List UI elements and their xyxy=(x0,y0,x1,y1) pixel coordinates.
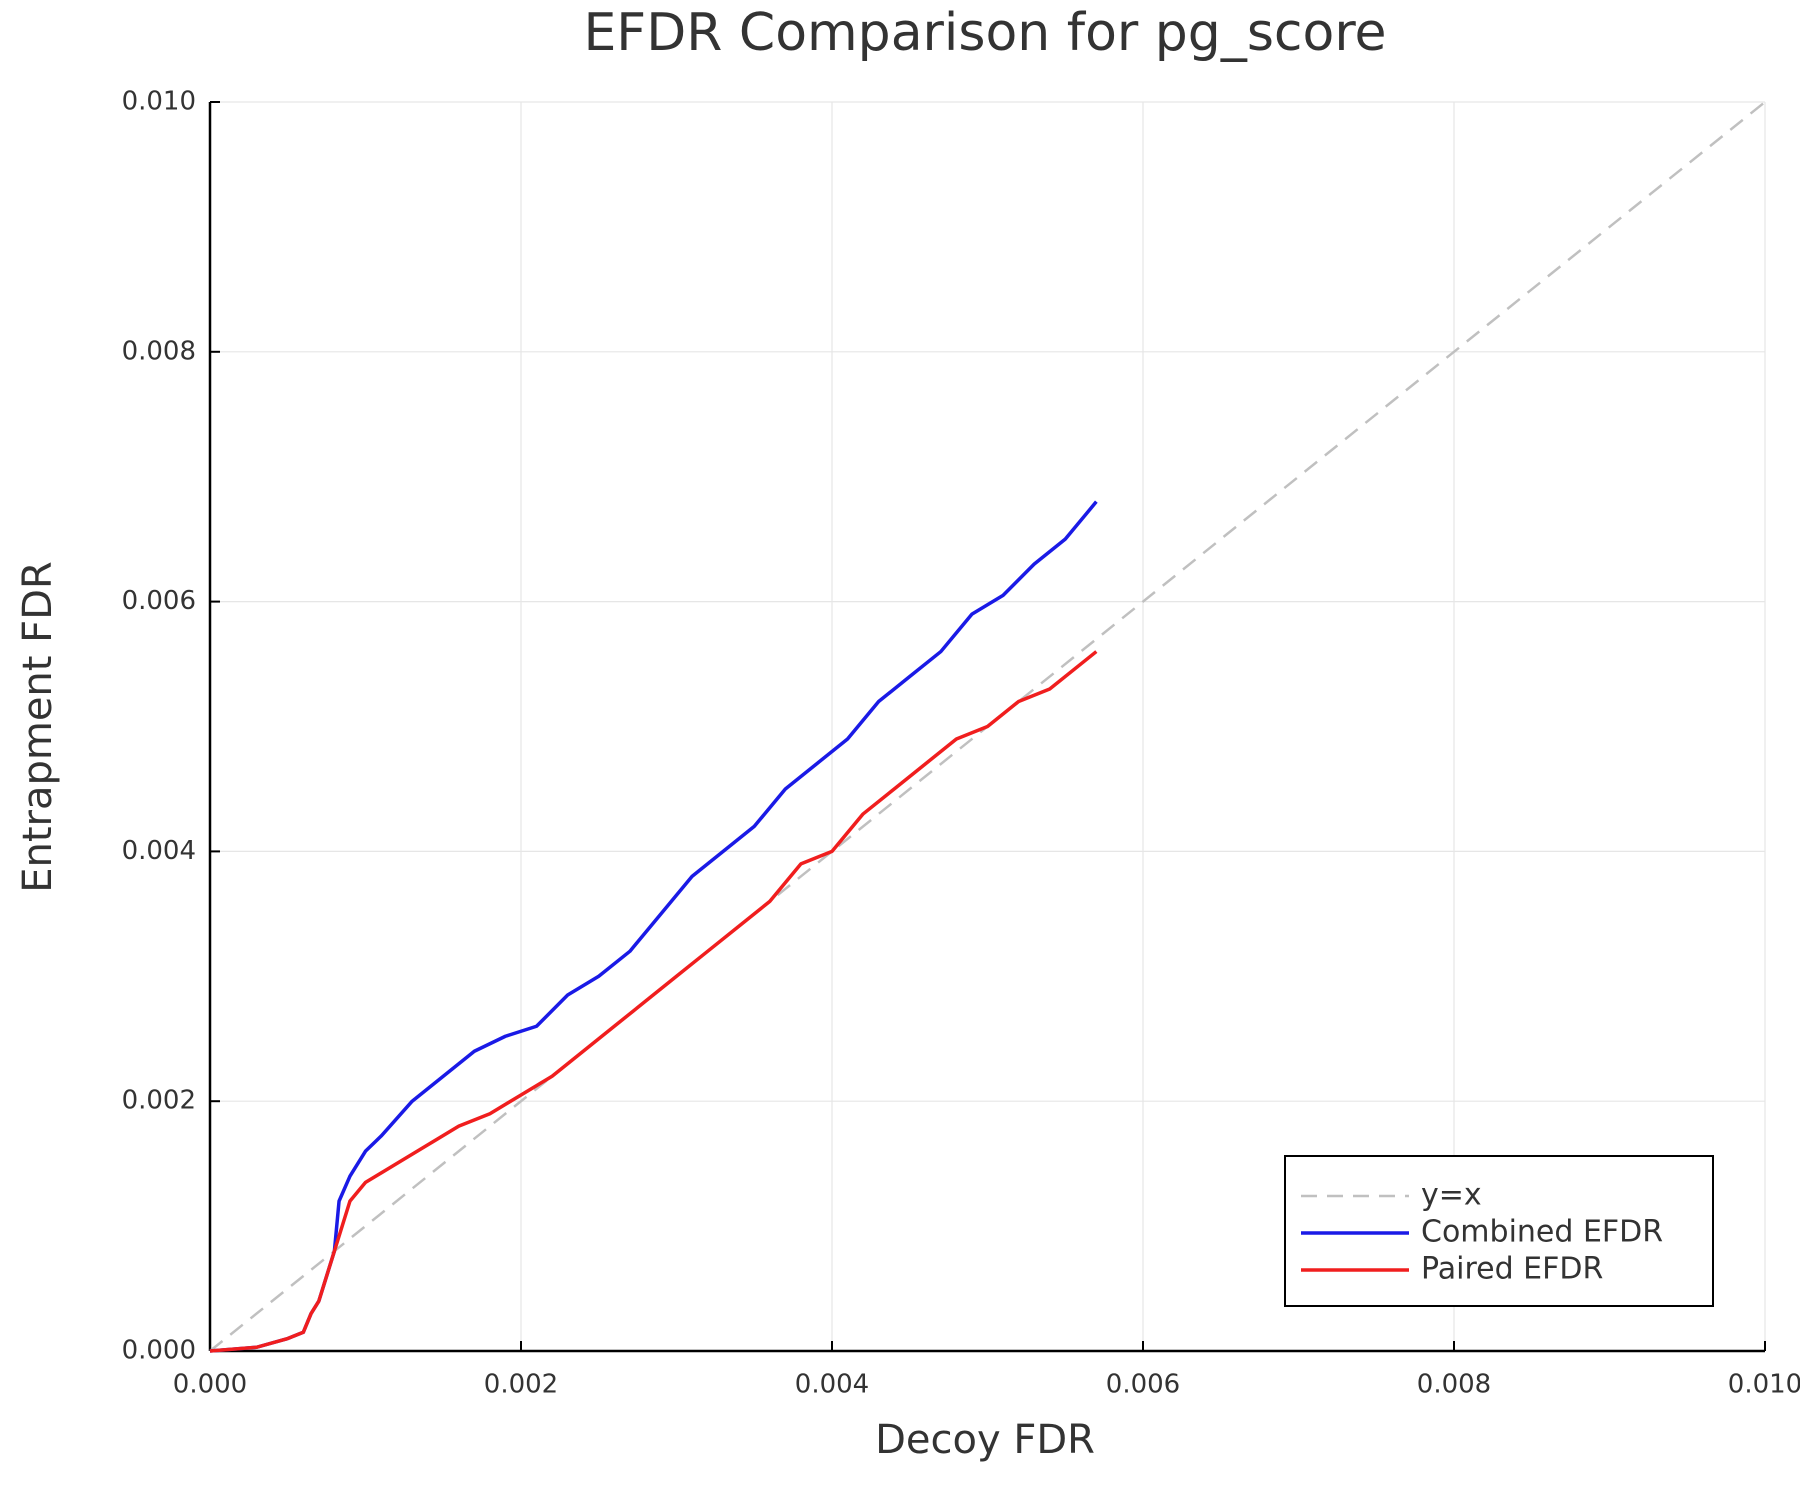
x-tick-label: 0.006 xyxy=(1106,1370,1180,1400)
legend-box xyxy=(1284,1155,1714,1307)
x-tick-label: 0.002 xyxy=(484,1370,558,1400)
x-tick-label: 0.000 xyxy=(173,1370,247,1400)
y-axis-label: Entrapment FDR xyxy=(15,561,61,893)
y-tick-label: 0.002 xyxy=(122,1086,196,1116)
x-tick-label: 0.004 xyxy=(795,1370,869,1400)
chart-title: EFDR Comparison for pg_score xyxy=(583,3,1386,63)
legend-label: Combined EFDR xyxy=(1421,1215,1663,1250)
y-tick-label: 0.010 xyxy=(122,87,196,117)
series-line xyxy=(209,650,1098,1353)
x-tick-label: 0.008 xyxy=(1417,1370,1491,1400)
y-tick-label: 0.004 xyxy=(122,836,196,866)
legend-label: Paired EFDR xyxy=(1421,1252,1603,1287)
y-tick-label: 0.008 xyxy=(122,336,196,366)
y-tick-label: 0.000 xyxy=(122,1336,196,1366)
x-tick-label: 0.010 xyxy=(1728,1370,1800,1400)
legend-label: y=x xyxy=(1421,1178,1482,1213)
y-tick-label: 0.006 xyxy=(122,586,196,616)
x-axis-label: Decoy FDR xyxy=(875,1417,1095,1463)
